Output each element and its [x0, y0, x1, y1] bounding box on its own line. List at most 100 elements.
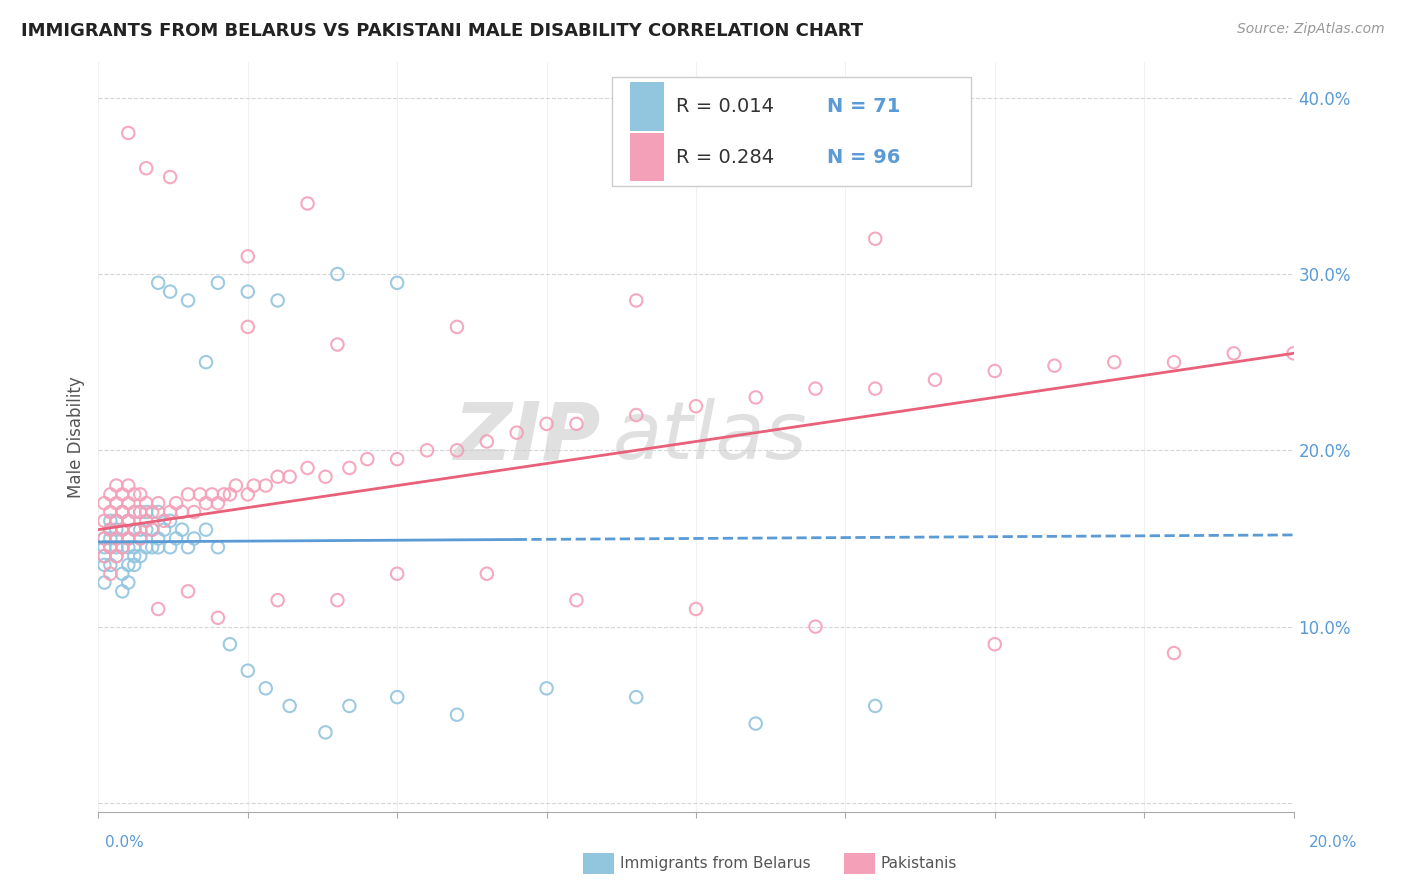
Point [117, 575, 139, 590]
Text: R = 0.014: R = 0.014 [676, 97, 773, 116]
Point [98, 514, 122, 528]
Point [111, 523, 134, 537]
Point [267, 469, 290, 483]
Point [804, 382, 827, 396]
Point [267, 293, 290, 308]
Point [297, 461, 319, 475]
Point [98, 532, 122, 546]
Point [315, 469, 337, 483]
Point [297, 196, 319, 211]
Point [111, 505, 134, 519]
Point [93, 558, 115, 572]
Point [536, 681, 558, 696]
Point [183, 532, 205, 546]
Point [141, 523, 163, 537]
Point [745, 716, 768, 731]
Point [984, 637, 1007, 651]
Point [148, 505, 170, 519]
Point [98, 558, 122, 572]
Text: IMMIGRANTS FROM BELARUS VS PAKISTANI MALE DISABILITY CORRELATION CHART: IMMIGRANTS FROM BELARUS VS PAKISTANI MAL… [21, 22, 863, 40]
Text: Pakistanis: Pakistanis [880, 856, 956, 871]
Point [93, 549, 115, 563]
Point [685, 602, 707, 616]
Point [201, 487, 224, 501]
Text: ZIP: ZIP [453, 398, 600, 476]
Point [124, 523, 146, 537]
Point [177, 584, 200, 599]
Point [98, 523, 122, 537]
Point [141, 541, 163, 555]
Point [236, 664, 259, 678]
Point [207, 496, 229, 510]
Point [148, 496, 170, 510]
Point [111, 566, 134, 581]
Point [98, 523, 122, 537]
Point [804, 619, 827, 633]
Point [195, 496, 218, 510]
Point [326, 593, 349, 607]
Point [385, 566, 409, 581]
Point [475, 434, 498, 449]
Text: Source: ZipAtlas.com: Source: ZipAtlas.com [1237, 22, 1385, 37]
Point [565, 593, 588, 607]
Point [626, 408, 648, 422]
Point [111, 541, 134, 555]
Point [278, 469, 301, 483]
Point [98, 505, 122, 519]
Point [135, 541, 157, 555]
Point [416, 443, 439, 458]
Text: N = 71: N = 71 [827, 97, 901, 116]
Point [685, 399, 707, 413]
Bar [630, 133, 664, 181]
Point [195, 523, 218, 537]
Point [117, 532, 139, 546]
Point [141, 523, 163, 537]
Point [129, 487, 152, 501]
Point [117, 496, 139, 510]
FancyBboxPatch shape [613, 78, 972, 186]
Point [236, 487, 259, 501]
Point [98, 487, 122, 501]
Point [1104, 355, 1126, 369]
Point [339, 698, 361, 713]
Point [124, 558, 146, 572]
Text: 20.0%: 20.0% [1309, 836, 1357, 850]
Point [446, 443, 468, 458]
Point [135, 496, 157, 510]
Point [105, 549, 128, 563]
Point [124, 523, 146, 537]
Point [565, 417, 588, 431]
Point [1043, 359, 1066, 373]
Point [135, 514, 157, 528]
Point [93, 532, 115, 546]
Point [1223, 346, 1246, 360]
Point [98, 541, 122, 555]
Point [117, 478, 139, 492]
Y-axis label: Male Disability: Male Disability [66, 376, 84, 498]
Point [93, 549, 115, 563]
Point [111, 487, 134, 501]
Point [129, 505, 152, 519]
Point [98, 566, 122, 581]
Point [626, 293, 648, 308]
Point [105, 541, 128, 555]
Text: 0.0%: 0.0% [105, 836, 145, 850]
Point [1163, 355, 1185, 369]
Point [219, 637, 242, 651]
Point [745, 391, 768, 405]
Point [219, 487, 242, 501]
Point [865, 698, 887, 713]
Point [105, 532, 128, 546]
Point [93, 541, 115, 555]
Point [153, 523, 176, 537]
Point [135, 523, 157, 537]
Point [105, 523, 128, 537]
Text: R = 0.284: R = 0.284 [676, 147, 773, 167]
Point [124, 549, 146, 563]
Point [117, 514, 139, 528]
Point [111, 505, 134, 519]
Point [183, 505, 205, 519]
Point [105, 478, 128, 492]
Text: atlas: atlas [613, 398, 807, 476]
Point [124, 505, 146, 519]
